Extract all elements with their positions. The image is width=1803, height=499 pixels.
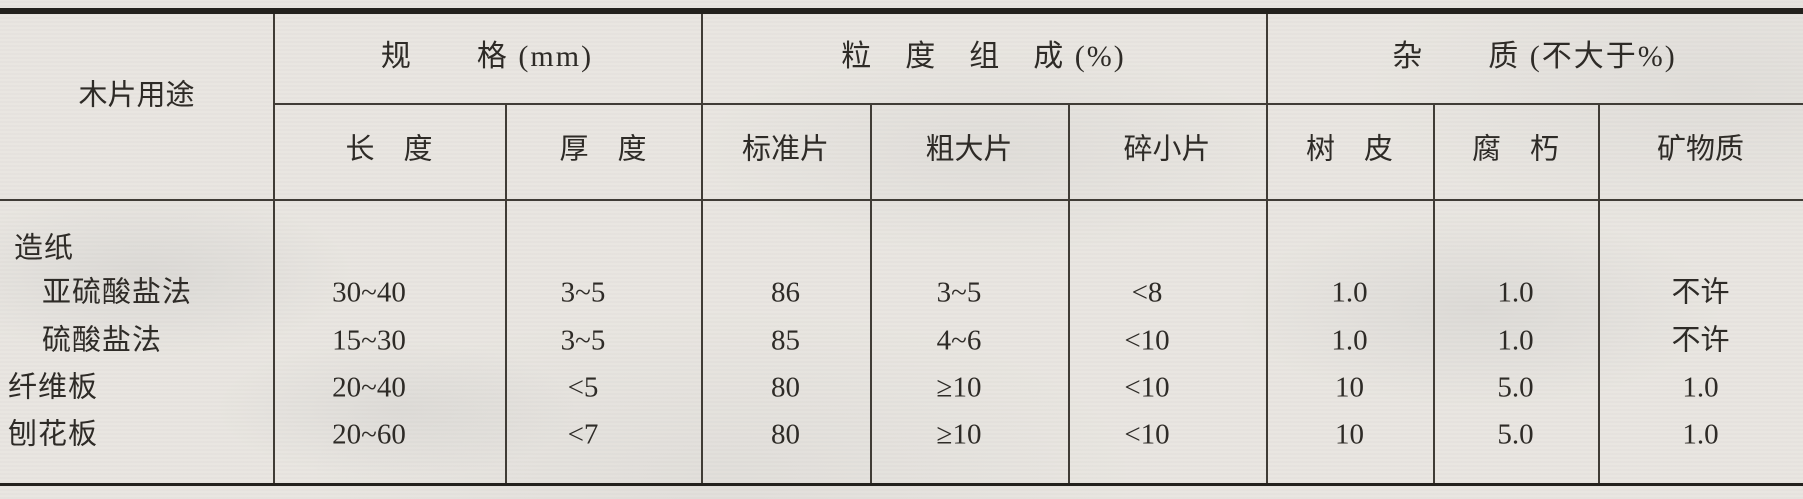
row-label-particleboard: 刨花板	[8, 418, 99, 451]
cell-length-r4: 20~60	[332, 418, 406, 451]
group-header-particle: 粒 度 组 成 (%)	[841, 40, 1126, 73]
sub-header-bark: 树 皮	[1305, 133, 1393, 166]
sub-header-standard: 标准片	[741, 133, 829, 166]
cell-mineral-r4: 1.0	[1682, 418, 1719, 451]
cell-thickness-r1: 3~5	[560, 276, 606, 309]
cell-thickness-r3: <5	[567, 371, 599, 404]
cell-bark-r3: 10	[1335, 371, 1364, 404]
row-label-papermaking: 造纸	[14, 232, 75, 265]
sub-header-mineral: 矿物质	[1656, 133, 1744, 166]
group-header-spec: 规 格 (mm)	[380, 40, 594, 73]
group-rule-1	[701, 14, 703, 483]
cell-thickness-r4: <7	[567, 418, 599, 451]
row-label-sulfite: 亚硫酸盐法	[42, 276, 193, 309]
col-rule-standard	[870, 103, 872, 483]
cell-mineral-r2: 不许	[1671, 324, 1730, 357]
row-label-fiberboard: 纤维板	[8, 371, 99, 404]
cell-decay-r2: 1.0	[1497, 324, 1534, 357]
header-group-rule	[273, 103, 1803, 105]
cell-standard-r2: 85	[771, 324, 800, 357]
cell-oversize-r2: 4~6	[936, 324, 982, 357]
cell-fine-r3: <10	[1124, 371, 1170, 404]
sub-header-thickness: 厚 度	[559, 133, 647, 166]
cell-oversize-r1: 3~5	[936, 276, 982, 309]
col-rule-bark	[1433, 103, 1435, 483]
cell-fine-r4: <10	[1124, 418, 1170, 451]
cell-decay-r3: 5.0	[1497, 371, 1534, 404]
cell-length-r3: 20~40	[332, 371, 406, 404]
cell-bark-r1: 1.0	[1331, 276, 1368, 309]
cell-oversize-r4: ≥10	[936, 418, 982, 451]
sub-header-oversize: 粗大片	[925, 133, 1013, 166]
corner-header: 木片用途	[78, 79, 195, 112]
cell-standard-r4: 80	[771, 418, 800, 451]
sub-header-length: 长 度	[345, 133, 433, 166]
row-label-sulfate: 硫酸盐法	[42, 324, 163, 357]
col-rule-spec	[505, 103, 507, 483]
cell-oversize-r3: ≥10	[936, 371, 982, 404]
table-top-rule	[0, 8, 1803, 14]
cell-length-r1: 30~40	[332, 276, 406, 309]
cell-fine-r2: <10	[1124, 324, 1170, 357]
header-body-rule	[0, 199, 1803, 201]
cell-mineral-r3: 1.0	[1682, 371, 1719, 404]
col-rule-decay	[1598, 103, 1600, 483]
cell-fine-r1: <8	[1131, 276, 1163, 309]
cell-standard-r1: 86	[771, 276, 800, 309]
cell-mineral-r1: 不许	[1671, 276, 1730, 309]
cell-decay-r1: 1.0	[1497, 276, 1534, 309]
cell-thickness-r2: 3~5	[560, 324, 606, 357]
cell-decay-r4: 5.0	[1497, 418, 1534, 451]
cell-standard-r3: 80	[771, 371, 800, 404]
sub-header-decay: 腐 朽	[1471, 133, 1559, 166]
table-bottom-rule	[0, 483, 1803, 486]
col-rule-usage	[273, 14, 275, 483]
group-header-impurity: 杂 质 (不大于%)	[1392, 40, 1677, 73]
cell-length-r2: 15~30	[332, 324, 406, 357]
sub-header-fine: 碎小片	[1123, 133, 1211, 166]
col-rule-oversize	[1068, 103, 1070, 483]
cell-bark-r4: 10	[1335, 418, 1364, 451]
cell-bark-r2: 1.0	[1331, 324, 1368, 357]
group-rule-2	[1266, 14, 1268, 483]
